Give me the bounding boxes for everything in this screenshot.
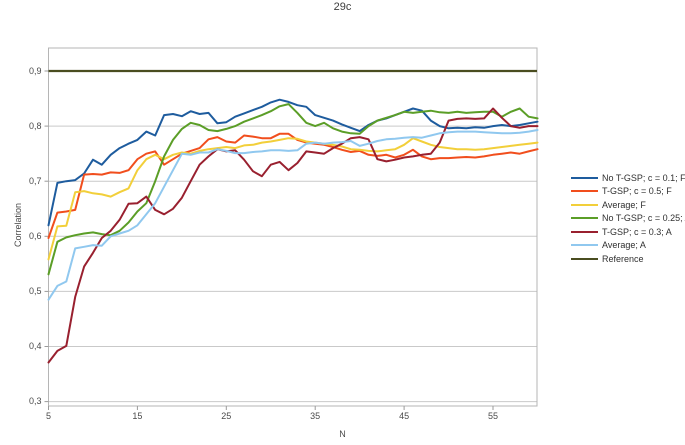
x-axis-title: N bbox=[339, 429, 346, 439]
legend-label: No T-GSP; c = 0.25; A bbox=[602, 213, 685, 224]
legend-swatch bbox=[571, 217, 598, 220]
legend-swatch bbox=[571, 257, 598, 260]
x-tick-label: 25 bbox=[221, 411, 232, 421]
legend-swatch bbox=[571, 190, 598, 193]
y-tick-label: 0,4 bbox=[28, 341, 42, 351]
y-tick-label: 0,3 bbox=[28, 396, 42, 407]
legend-label: Average; F bbox=[602, 199, 646, 210]
series-line-no-t-gsp-c-0-1-f bbox=[47, 98, 539, 227]
series-line-average-f bbox=[47, 137, 539, 261]
legend-item: T-GSP; c = 0.5; F bbox=[571, 185, 685, 199]
legend-item: Reference bbox=[571, 252, 685, 266]
y-tick-label: 0,8 bbox=[28, 120, 42, 131]
x-tick-label: 15 bbox=[132, 411, 143, 421]
legend-label: T-GSP; c = 0.5; F bbox=[602, 186, 672, 197]
plot-border bbox=[48, 47, 538, 407]
legend-swatch bbox=[571, 176, 598, 179]
legend-label: Average; A bbox=[602, 240, 646, 251]
legend-item: No T-GSP; c = 0.1; F bbox=[571, 171, 685, 185]
y-tick-label: 0,6 bbox=[28, 230, 42, 241]
legend-swatch bbox=[571, 230, 598, 233]
y-tick-label: 0,7 bbox=[28, 175, 42, 186]
legend: No T-GSP; c = 0.1; F T-GSP; c = 0.5; F Ave… bbox=[571, 171, 685, 266]
x-tick-label: 55 bbox=[487, 411, 498, 421]
series-line-t-gsp-c-0-5-f bbox=[47, 132, 539, 239]
legend-label: Reference bbox=[602, 253, 644, 264]
y-tick-label: 0,9 bbox=[28, 65, 42, 76]
x-tick-label: 5 bbox=[45, 411, 51, 421]
x-tick-label: 45 bbox=[399, 411, 410, 421]
series-line-average-a bbox=[47, 129, 539, 301]
series-line-t-gsp-c-0-3-a bbox=[47, 107, 539, 364]
legend-item: No T-GSP; c = 0.25; A bbox=[571, 212, 685, 226]
y-tick-label: 0,5 bbox=[28, 285, 42, 296]
legend-label: No T-GSP; c = 0.1; F bbox=[602, 172, 685, 183]
y-axis-title: Correlation bbox=[13, 202, 23, 248]
x-tick-label: 35 bbox=[310, 411, 321, 421]
legend-item: T-GSP; c = 0.3; A bbox=[571, 225, 685, 239]
chart-title: 29c bbox=[333, 1, 352, 13]
series-line-no-t-gsp-c-0-25-a bbox=[47, 103, 539, 276]
legend-label: T-GSP; c = 0.3; A bbox=[602, 226, 672, 237]
legend-item: Average; A bbox=[571, 239, 685, 253]
legend-swatch bbox=[571, 244, 598, 247]
legend-item: Average; F bbox=[571, 198, 685, 212]
legend-swatch bbox=[571, 203, 598, 206]
